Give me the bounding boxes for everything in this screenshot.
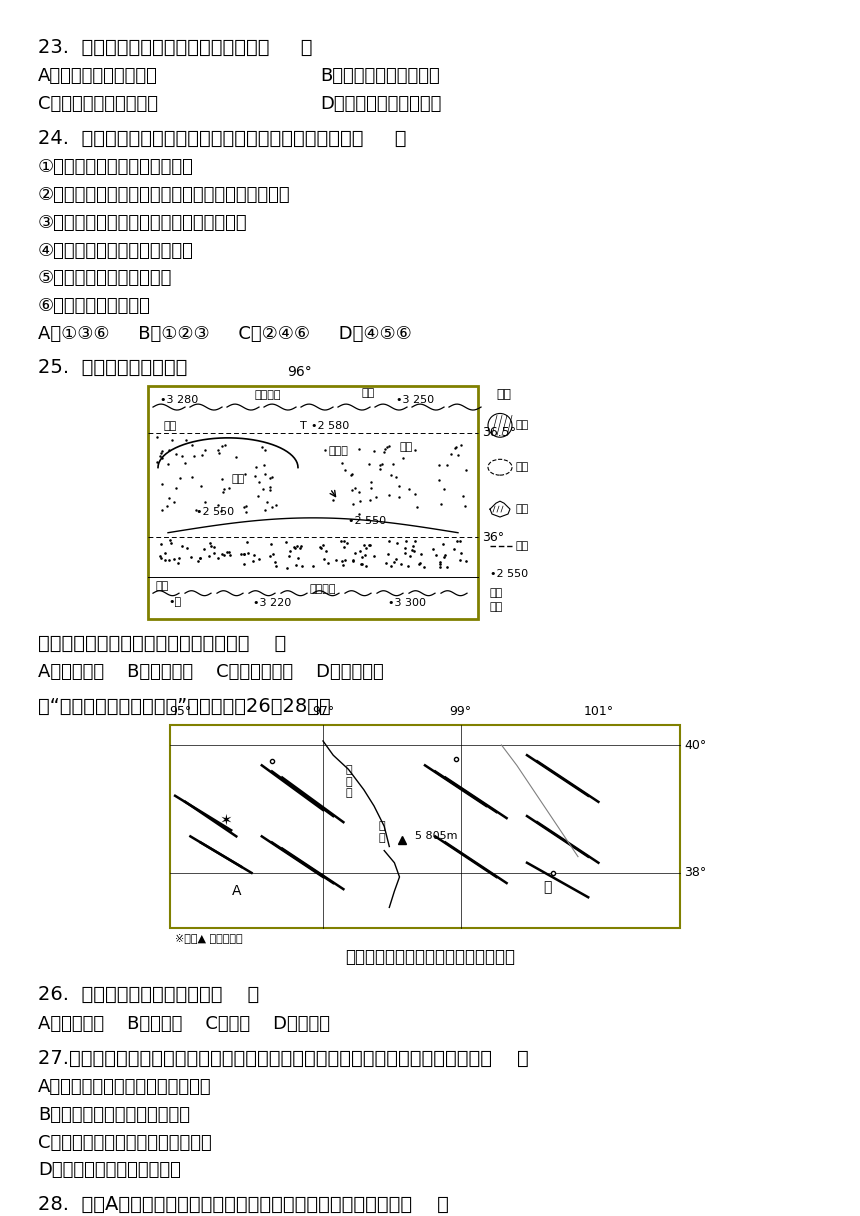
Text: •2 550: •2 550	[348, 516, 386, 527]
Text: 森林: 森林	[163, 421, 176, 430]
Text: 97°: 97°	[312, 705, 335, 717]
Text: 101°: 101°	[583, 705, 613, 717]
Text: A．东北平原    B．云贵高原    C．内蒙古高原    D．青藏高原: A．东北平原 B．云贵高原 C．内蒙古高原 D．青藏高原	[38, 664, 384, 681]
Text: 95°: 95°	[169, 705, 191, 717]
Text: 某地区的位置、山脉、河流分布示意图: 某地区的位置、山脉、河流分布示意图	[345, 947, 515, 966]
Text: •2 550: •2 550	[196, 507, 234, 517]
Text: 96°: 96°	[287, 365, 312, 379]
Text: •3 250: •3 250	[396, 395, 434, 405]
Text: 峡谷: 峡谷	[361, 388, 375, 398]
Text: 28.  图中A地区附近多湖泊，下列图示能正确表示其流域状况的是（    ）: 28. 图中A地区附近多湖泊，下列图示能正确表示其流域状况的是（ ）	[38, 1195, 449, 1214]
Text: 疏
勒
河: 疏 勒 河	[345, 765, 352, 798]
Text: ③调蓄了长江、黄河和澜沧江等河流的洪水: ③调蓄了长江、黄河和澜沧江等河流的洪水	[38, 214, 248, 232]
Text: ✶: ✶	[219, 812, 232, 828]
Text: •2 550: •2 550	[490, 569, 528, 579]
Text: 河流: 河流	[399, 441, 413, 451]
Text: ②为鸟类等动物提供了充足的食物和良好的生存空间: ②为鸟类等动物提供了充足的食物和良好的生存空间	[38, 186, 291, 204]
Text: 23.  三江源地区生态脆弱的主要原因是（     ）: 23. 三江源地区生态脆弱的主要原因是（ ）	[38, 38, 312, 57]
Text: A．东北侧冰川条数多，冰川面积大: A．东北侧冰川条数多，冰川面积大	[38, 1079, 212, 1096]
Text: 36°: 36°	[482, 531, 504, 544]
Text: A．阿尔泰山    B．祁连山    C．秦岭    D．昆仑山: A．阿尔泰山 B．祁连山 C．秦岭 D．昆仑山	[38, 1015, 330, 1032]
Text: 弱
河: 弱 河	[378, 822, 385, 843]
Text: •3 220: •3 220	[253, 597, 292, 608]
Text: 5 805m: 5 805m	[415, 832, 458, 841]
Text: 25.  读下图，回答下题。: 25. 读下图，回答下题。	[38, 359, 187, 377]
Text: •甲: •甲	[168, 597, 181, 608]
Text: ⑤具有发展农业的巨大潜力: ⑤具有发展农业的巨大潜力	[38, 269, 172, 287]
Text: 浅滩: 浅滩	[231, 474, 244, 484]
Text: 甲: 甲	[544, 880, 551, 894]
Text: 草地: 草地	[516, 505, 529, 514]
Text: A: A	[231, 884, 241, 899]
Text: ④是我国淡水资源的重要补给地: ④是我国淡水资源的重要补给地	[38, 242, 194, 259]
Text: 36.5°: 36.5°	[482, 426, 516, 439]
Text: 99°: 99°	[450, 705, 472, 717]
Text: B．冰川众多，湿地广大: B．冰川众多，湿地广大	[320, 67, 439, 85]
Text: T: T	[299, 421, 306, 430]
Text: C．山地垂直高差东北侧大于西南侧: C．山地垂直高差东北侧大于西南侧	[38, 1133, 212, 1152]
Bar	[170, 725, 680, 928]
Text: 40°: 40°	[684, 738, 706, 751]
Text: 海拔: 海拔	[490, 587, 503, 598]
Text: A．地势高亢，气候寒凉: A．地势高亢，气候寒凉	[38, 67, 158, 85]
Bar	[148, 387, 478, 619]
Text: ①为人类提供了丰富的农副产品: ①为人类提供了丰富的农副产品	[38, 158, 194, 176]
Text: ※山口▲ 山峰～山脉: ※山口▲ 山峰～山脉	[175, 933, 243, 942]
Text: 峡谷: 峡谷	[156, 581, 169, 591]
Text: C．地形崎嶋，交通不便: C．地形崎嶋，交通不便	[38, 95, 158, 113]
Text: 24.  三江源地区湿地广布，其具有的重要价値突出表现为（     ）: 24. 三江源地区湿地广布，其具有的重要价値突出表现为（ ）	[38, 129, 407, 147]
Text: 27.与西南侧相比，该山脉东北侧发育的河流多、流程长，下列对此理解不合理的是（    ）: 27.与西南侧相比，该山脉东北侧发育的河流多、流程长，下列对此理解不合理的是（ …	[38, 1048, 529, 1068]
Text: 稀疏灌木: 稀疏灌木	[310, 584, 336, 593]
Text: 稀疏林: 稀疏林	[328, 446, 348, 456]
Text: 根据图上反映的信息，判断该地区位于（    ）: 根据图上反映的信息，判断该地区位于（ ）	[38, 634, 286, 653]
Text: D．深居内陆，远离海洋: D．深居内陆，远离海洋	[320, 95, 441, 113]
Text: A．①③⑥     B．①②③     C．②④⑥     D．④⑤⑥: A．①③⑥ B．①②③ C．②④⑥ D．④⑤⑥	[38, 325, 412, 343]
Text: B．山地降水东北侧多于西南侧: B．山地降水东北侧多于西南侧	[38, 1105, 190, 1124]
Text: D．东北侧比西南侧地势平坦: D．东北侧比西南侧地势平坦	[38, 1161, 181, 1180]
Text: ⑥具有较高的旅游价値: ⑥具有较高的旅游价値	[38, 297, 150, 315]
Text: 38°: 38°	[684, 866, 706, 879]
Text: 稀疏灌木: 稀疏灌木	[255, 390, 281, 400]
Text: 26.  该地区的所有山脉总称为（    ）: 26. 该地区的所有山脉总称为（ ）	[38, 985, 259, 1004]
Text: •3 300: •3 300	[388, 597, 426, 608]
Text: •2 580: •2 580	[311, 421, 349, 430]
Text: 高度: 高度	[490, 602, 503, 612]
Text: 图例: 图例	[496, 388, 512, 401]
Text: 耕地: 耕地	[516, 421, 529, 430]
Text: 读“某地区山河分布示意图”，读图回答26～28题。: 读“某地区山河分布示意图”，读图回答26～28题。	[38, 697, 331, 716]
Text: 道路: 道路	[516, 541, 529, 551]
Text: •3 280: •3 280	[160, 395, 199, 405]
Text: 荒漠: 荒漠	[516, 462, 529, 472]
